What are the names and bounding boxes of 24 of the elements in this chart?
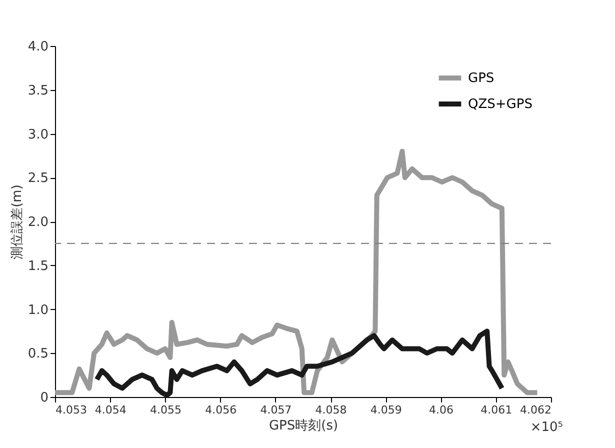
x-tick-label: 4.054 <box>94 404 126 416</box>
x-axis-title: GPS時刻(s) <box>268 418 338 434</box>
y-tick-label: 2.5 <box>28 171 48 186</box>
y-tick-label: 3.0 <box>28 127 48 142</box>
x-tick-label: 4.06 <box>429 404 454 416</box>
x-tick-label: 4.055 <box>150 404 182 416</box>
x-tick-label: 4.057 <box>260 404 292 416</box>
text: ×10⁵ <box>530 420 563 435</box>
legend-label: GPS <box>468 71 494 86</box>
x-tick-label: 4.062 <box>520 404 552 416</box>
y-tick-label: 2.0 <box>28 215 48 230</box>
x-tick-label: 4.061 <box>480 404 512 416</box>
legend-label: QZS+GPS <box>468 97 532 112</box>
y-tick-label: 4.0 <box>28 40 48 54</box>
y-tick-label: 1.0 <box>28 302 48 318</box>
y-tick-label: 0 <box>40 390 48 406</box>
x-tick-label: 4.056 <box>205 404 237 416</box>
y-tick-label: 0.5 <box>28 346 48 362</box>
x-tick-label: 4.059 <box>370 404 402 416</box>
y-axis-title: 測位誤差(m) <box>10 184 25 260</box>
y-tick-label: 3.5 <box>28 83 48 98</box>
y-tick-label: 1.5 <box>28 258 48 274</box>
x-tick-label: 4.053 <box>56 404 87 416</box>
x-tick-label: 4.058 <box>315 404 347 416</box>
